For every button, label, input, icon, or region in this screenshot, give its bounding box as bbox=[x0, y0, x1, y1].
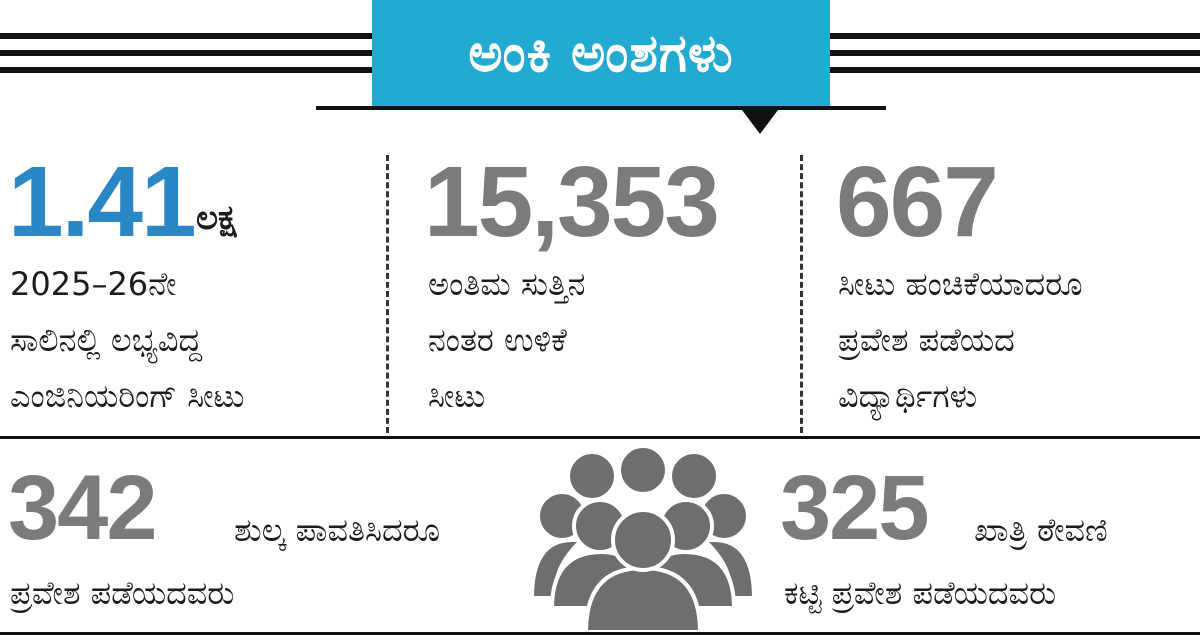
decor-rule bbox=[830, 33, 1200, 39]
stat-description-line: ಕಟ್ಟಿ ಪ್ರವೇಶ ಪಡೆಯದವರು bbox=[784, 574, 1057, 612]
title-banner: ಅಂಕಿ ಅಂಶಗಳು bbox=[372, 0, 830, 108]
stat-description-line: ಅಂತಿಮ ಸುತ್ತಿನ bbox=[428, 265, 586, 303]
decor-rule bbox=[0, 33, 372, 39]
stat-description: 2025–26ನೇ ಸಾಲಿನಲ್ಲಿ ಲಭ್ಯವಿದ್ದ ಎಂಜಿನಿಯರಿಂ… bbox=[10, 256, 245, 424]
stat-description-line: ಪ್ರವೇಶ ಪಡೆಯದವರು bbox=[10, 574, 235, 612]
pointer-triangle bbox=[742, 110, 778, 134]
stat-description: ಸೀಟು ಹಂಚಿಕೆಯಾದರೂ ಪ್ರವೇಶ ಪಡೆಯದ ವಿದ್ಯಾರ್ಥಿ… bbox=[838, 256, 1083, 424]
title-underline bbox=[316, 106, 886, 110]
column-divider bbox=[386, 155, 389, 433]
stat-number: 325 bbox=[780, 457, 929, 559]
stat-description-line: ನಂತರ ಉಳಿಕೆ bbox=[428, 321, 567, 359]
decor-rule bbox=[0, 67, 372, 73]
page-title: ಅಂಕಿ ಅಂಶಗಳು bbox=[468, 23, 734, 84]
stat-description-line: ಸೀಟು ಹಂಚಿಕೆಯಾದರೂ bbox=[838, 265, 1083, 303]
decor-rule bbox=[830, 67, 1200, 73]
stat-description-line: ವಿದ್ಯಾರ್ಥಿಗಳು bbox=[838, 377, 978, 415]
crowd-people-icon bbox=[529, 448, 757, 632]
stat-description-line: ಶುಲ್ಕ ಪಾವತಿಸಿದರೂ bbox=[234, 511, 440, 549]
stat-description-line: ಪ್ರವೇಶ ಪಡೆಯದ bbox=[838, 321, 1015, 359]
stat-number: 1.41 bbox=[8, 146, 197, 258]
row-divider bbox=[0, 436, 1200, 439]
stat-unit: ಲಕ್ಷ bbox=[196, 198, 237, 238]
stat-description-line: ಖಾತ್ರಿ ಠೇವಣಿ bbox=[974, 511, 1108, 549]
decor-rule bbox=[830, 50, 1200, 56]
stat-number: 15,353 bbox=[424, 146, 720, 258]
decor-rule bbox=[0, 50, 372, 56]
stat-description-line: ಎಂಜಿನಿಯರಿಂಗ್ ಸೀಟು bbox=[10, 377, 245, 415]
stat-number: 667 bbox=[836, 146, 999, 258]
stat-number: 342 bbox=[8, 457, 157, 559]
column-divider bbox=[800, 155, 803, 433]
stat-description-line: 2025–26ನೇ bbox=[10, 265, 177, 303]
bottom-rule bbox=[0, 632, 1200, 635]
stat-description: ಅಂತಿಮ ಸುತ್ತಿನ ನಂತರ ಉಳಿಕೆ ಸೀಟು bbox=[428, 256, 585, 424]
stat-description-line: ಸಾಲಿನಲ್ಲಿ ಲಭ್ಯವಿದ್ದ bbox=[10, 321, 203, 359]
stat-description-line: ಸೀಟು bbox=[428, 377, 486, 415]
